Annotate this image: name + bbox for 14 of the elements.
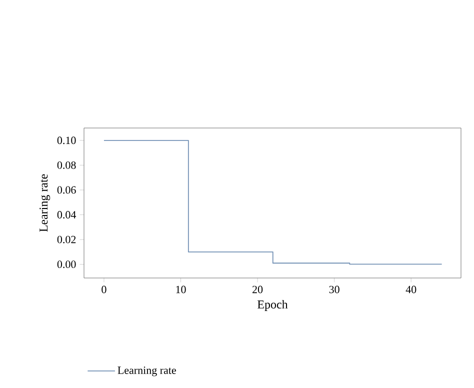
y-tick-label: 0.06 — [57, 186, 76, 194]
x-tick-label: 40 — [406, 286, 416, 294]
x-tick-label: 0 — [102, 286, 106, 294]
y-tick-label: 0.04 — [57, 211, 76, 219]
y-tick-label: 0.00 — [57, 260, 76, 268]
x-tick-label: 10 — [176, 286, 186, 294]
x-tick-label: 20 — [252, 286, 263, 294]
x-tick-label: 30 — [329, 286, 340, 294]
y-tick-label: 0.08 — [57, 161, 76, 169]
y-tick-label: 0.10 — [57, 136, 76, 144]
x-axis-title: Epoch — [258, 300, 288, 311]
legend-label: Learning rate — [118, 366, 176, 376]
y-tick-label: 0.02 — [57, 236, 76, 244]
y-axis-title: Learing rate — [40, 174, 50, 232]
